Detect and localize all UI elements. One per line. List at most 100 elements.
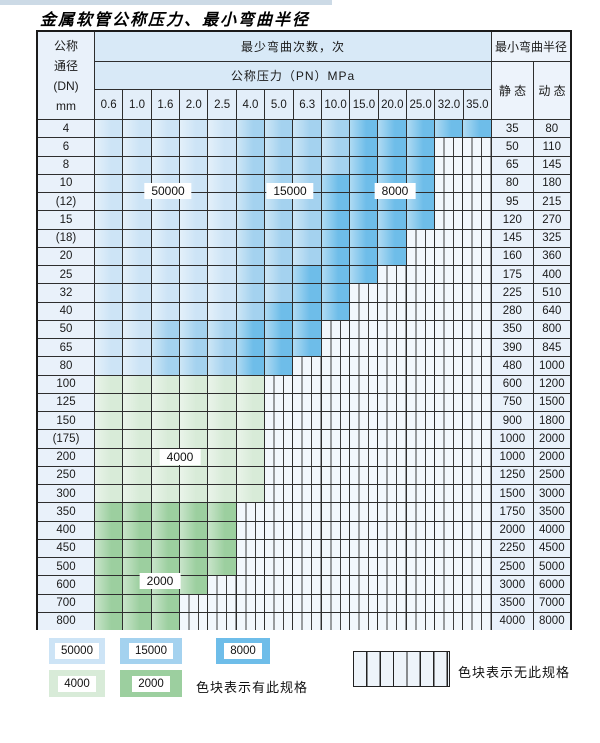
cell-dynamic-radius: 215: [533, 193, 570, 211]
cell-dynamic-radius: 2000: [533, 448, 570, 466]
cell-pressure-spec: [236, 247, 266, 265]
cell-pressure-spec: [321, 156, 351, 174]
cell-pressure-spec: [123, 120, 152, 138]
cell-pressure-spec: [208, 430, 237, 448]
cell-pressure-spec: [151, 521, 181, 539]
cell-pressure-spec: [208, 229, 237, 247]
cell-pressure-spec: [151, 430, 181, 448]
cell-pressure-spec: [293, 138, 322, 156]
cell-pressure-nospec: [265, 539, 294, 557]
cell-pressure-spec: [208, 339, 237, 357]
cell-pressure-nospec: [378, 576, 407, 594]
table-row: 20 160 360: [38, 247, 570, 266]
cell-pressure-spec: [321, 302, 351, 320]
header-bend-cycles: 最少弯曲次数，次: [95, 32, 492, 62]
cell-pressure-spec: [208, 284, 237, 302]
cell-pressure-nospec: [350, 284, 379, 302]
cell-pressure-nospec: [265, 594, 294, 612]
cell-dynamic-radius: 5000: [533, 558, 570, 576]
cell-pressure-spec: [406, 138, 436, 156]
cell-static-radius: 4000: [491, 612, 534, 630]
cell-static-radius: 65: [491, 156, 534, 174]
cell-pressure-spec: [350, 156, 379, 174]
cell-pressure-nospec: [378, 430, 407, 448]
cell-pressure-nospec: [435, 594, 464, 612]
cell-pressure-nospec: [463, 357, 492, 375]
cell-dn: 100: [38, 375, 95, 393]
cell-pressure-nospec: [208, 594, 237, 612]
cell-pressure-spec: [123, 247, 152, 265]
cell-pressure-spec: [236, 339, 266, 357]
cell-pressure-nospec: [293, 448, 322, 466]
cell-pressure-spec: [265, 229, 294, 247]
cell-dn: 8: [38, 156, 95, 174]
cell-pressure-nospec: [378, 393, 407, 411]
header-pressure-value: 6.3: [293, 90, 322, 120]
cell-pressure-spec: [151, 393, 181, 411]
cell-pressure-nospec: [321, 612, 351, 630]
cell-pressure-nospec: [293, 375, 322, 393]
cell-pressure-nospec: [293, 393, 322, 411]
cell-pressure-nospec: [321, 521, 351, 539]
cell-dynamic-radius: 2500: [533, 466, 570, 484]
cell-pressure-nospec: [406, 247, 436, 265]
cell-pressure-spec: [123, 539, 152, 557]
cell-pressure-spec: [293, 302, 322, 320]
cell-pressure-nospec: [350, 430, 379, 448]
cell-pressure-spec: [265, 211, 294, 229]
cell-pressure-nospec: [265, 521, 294, 539]
cell-pressure-spec: [151, 503, 181, 521]
cell-dn: 25: [38, 266, 95, 284]
header-dn-line: mm: [56, 98, 76, 113]
cell-pressure-spec: [321, 247, 351, 265]
label-2000: 2000: [139, 573, 181, 589]
cell-pressure-spec: [180, 138, 209, 156]
cell-pressure-spec: [123, 266, 152, 284]
cell-pressure-spec: [95, 503, 124, 521]
cell-pressure-spec: [236, 357, 266, 375]
cell-dn: 65: [38, 339, 95, 357]
cell-pressure-nospec: [378, 357, 407, 375]
cell-pressure-nospec: [265, 412, 294, 430]
cell-pressure-nospec: [435, 393, 464, 411]
cell-pressure-nospec: [406, 375, 436, 393]
cell-pressure-nospec: [208, 576, 237, 594]
header-pressure-value: 35.0: [463, 90, 493, 120]
cell-pressure-spec: [95, 120, 124, 138]
cell-pressure-spec: [180, 576, 209, 594]
cell-pressure-spec: [95, 193, 124, 211]
cell-static-radius: 35: [491, 120, 534, 138]
cell-pressure-nospec: [463, 138, 492, 156]
cell-dn: (18): [38, 229, 95, 247]
cell-static-radius: 1750: [491, 503, 534, 521]
cell-pressure-spec: [123, 375, 152, 393]
cell-pressure-spec: [208, 375, 237, 393]
cell-static-radius: 600: [491, 375, 534, 393]
cell-pressure-spec: [406, 156, 436, 174]
cell-pressure-spec: [95, 339, 124, 357]
cell-pressure-nospec: [463, 503, 492, 521]
header-pressure-value: 10.0: [321, 90, 351, 120]
cell-pressure-nospec: [321, 393, 351, 411]
table-row: 450 2250 4500: [38, 539, 570, 558]
cell-pressure-nospec: [435, 357, 464, 375]
cell-pressure-nospec: [350, 339, 379, 357]
table-row: 25 175 400: [38, 266, 570, 285]
table-row: 400 2000 4000: [38, 521, 570, 540]
legend-2000-swatch: 2000: [120, 670, 182, 697]
cell-pressure-nospec: [463, 539, 492, 557]
legend-8000-swatch: 8000: [216, 638, 270, 664]
table-row: 200 1000 2000: [38, 448, 570, 467]
cell-pressure-spec: [123, 211, 152, 229]
cell-pressure-spec: [265, 284, 294, 302]
cell-pressure-nospec: [378, 320, 407, 338]
cell-pressure-nospec: [293, 357, 322, 375]
cell-pressure-nospec: [435, 156, 464, 174]
cell-pressure-spec: [350, 193, 379, 211]
cell-static-radius: 95: [491, 193, 534, 211]
cell-pressure-spec: [180, 247, 209, 265]
cell-pressure-nospec: [321, 375, 351, 393]
cell-pressure-spec: [123, 357, 152, 375]
cell-pressure-spec: [95, 211, 124, 229]
cell-pressure-spec: [293, 266, 322, 284]
